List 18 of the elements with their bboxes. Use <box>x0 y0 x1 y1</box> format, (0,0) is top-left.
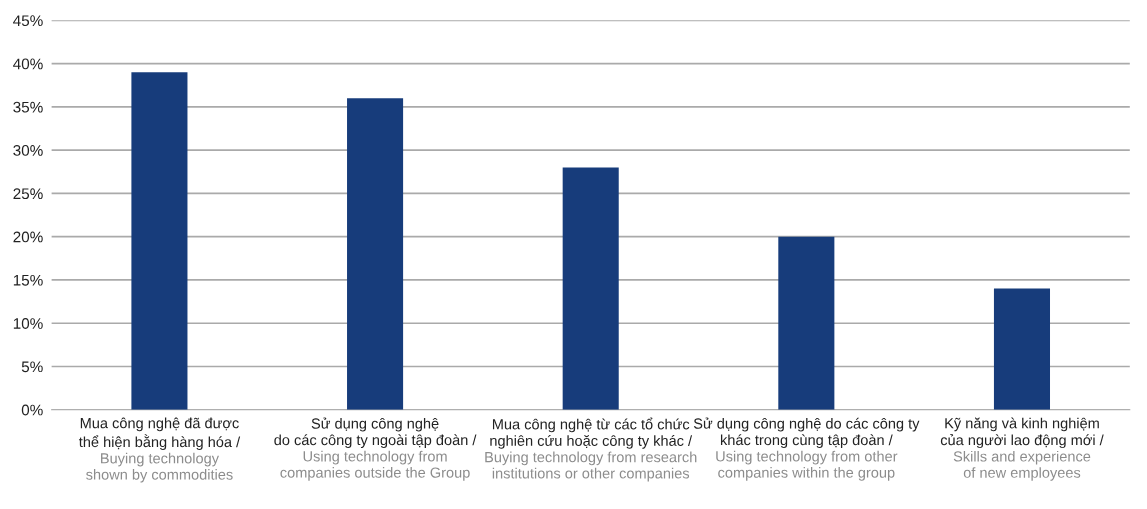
y-tick-label: 35% <box>13 101 43 113</box>
x-tick-label: Sử dụng công nghệ do các công ty ngoài tập đoàn / Using technology from companies outside the Group <box>274 417 477 481</box>
y-tick-label: 25% <box>13 188 43 200</box>
y-tick-label: 40% <box>13 58 43 70</box>
bar <box>131 72 188 410</box>
y-tick-label: 0% <box>21 404 43 416</box>
bar <box>993 288 1051 410</box>
y-tick-label: 15% <box>13 274 43 286</box>
bar <box>562 167 619 410</box>
bar <box>778 236 835 410</box>
x-tick-label: Kỹ năng và kinh nghiệm của người lao động mới / Skills and experience of new employees <box>940 417 1104 481</box>
y-tick-label: 45% <box>13 15 43 27</box>
y-tick-label: 20% <box>13 231 43 243</box>
x-tick-label: Mua công nghệ đã được thể hiện bằng hàng hóa / Buying technology shown by commodities <box>78 417 241 483</box>
bar <box>347 98 404 410</box>
y-tick-label: 30% <box>13 145 43 156</box>
y-tick-label: 10% <box>13 318 43 329</box>
y-tick-label: 5% <box>21 361 43 373</box>
